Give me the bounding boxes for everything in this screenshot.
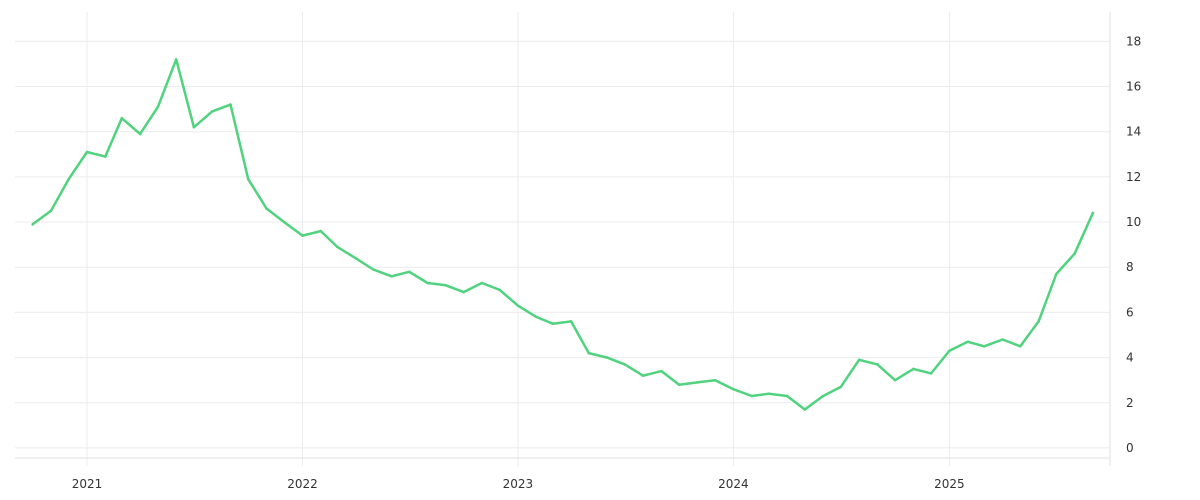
data-point — [982, 344, 986, 348]
x-tick-label: 2022 — [287, 477, 318, 491]
data-point — [803, 408, 807, 411]
data-point — [1054, 272, 1058, 276]
data-point — [569, 320, 573, 323]
data-point — [876, 363, 879, 366]
data-point — [966, 340, 970, 344]
data-point — [696, 381, 699, 384]
y-tick-label: 18 — [1126, 34, 1141, 48]
data-point — [265, 207, 268, 210]
data-point — [120, 116, 124, 120]
data-point — [1001, 338, 1004, 341]
data-point — [282, 220, 286, 224]
data-point — [319, 229, 323, 233]
data-point — [587, 351, 591, 355]
data-point — [31, 223, 35, 226]
data-point — [104, 155, 107, 158]
series-line — [31, 58, 1095, 411]
data-point — [660, 369, 663, 373]
y-tick-label: 2 — [1126, 396, 1134, 410]
data-point — [336, 245, 339, 249]
y-tick-label: 4 — [1126, 351, 1134, 365]
x-tick-label: 2024 — [718, 477, 749, 491]
data-point — [498, 288, 501, 292]
data-point — [229, 103, 232, 106]
x-tick-label: 2021 — [72, 477, 103, 491]
data-point — [750, 394, 753, 398]
data-point — [1037, 320, 1040, 323]
data-point — [67, 177, 71, 181]
y-tick-label: 14 — [1126, 125, 1141, 139]
data-point — [372, 268, 375, 271]
y-tick-label: 0 — [1126, 441, 1134, 455]
y-tick-label: 10 — [1126, 215, 1141, 229]
x-tick-label: 2025 — [934, 477, 965, 491]
data-point — [1018, 344, 1022, 348]
data-point — [156, 105, 160, 109]
data-point — [677, 383, 681, 386]
data-point — [516, 304, 520, 307]
data-point — [1091, 211, 1095, 215]
data-point — [138, 132, 142, 136]
data-point — [462, 290, 465, 294]
data-point — [534, 315, 538, 319]
data-point — [192, 125, 196, 129]
data-point — [354, 256, 357, 260]
data-point — [623, 363, 627, 366]
x-tick-label: 2023 — [503, 477, 534, 491]
data-point — [948, 349, 951, 353]
data-point — [210, 110, 214, 113]
data-point — [1073, 252, 1076, 255]
y-tick-label: 12 — [1126, 170, 1141, 184]
data-point — [767, 392, 771, 396]
data-point — [426, 281, 429, 285]
data-point — [893, 378, 897, 382]
data-point — [390, 274, 393, 278]
data-point — [551, 322, 555, 326]
y-tick-label: 6 — [1126, 305, 1134, 319]
data-point — [713, 378, 717, 382]
data-point — [480, 281, 484, 285]
data-point — [912, 367, 915, 371]
data-point — [785, 394, 789, 398]
data-point — [246, 177, 250, 181]
data-point — [605, 356, 609, 359]
data-point — [857, 358, 861, 362]
data-point — [408, 270, 411, 274]
data-point — [49, 209, 53, 213]
data-point — [929, 372, 933, 375]
data-point — [641, 374, 645, 377]
data-point — [732, 387, 735, 391]
data-point — [85, 150, 89, 154]
data-point — [821, 394, 825, 398]
y-tick-label: 8 — [1126, 260, 1134, 274]
data-point — [839, 385, 843, 389]
y-tick-label: 16 — [1126, 80, 1141, 94]
data-point — [301, 234, 304, 237]
data-point — [444, 284, 448, 287]
data-point — [174, 58, 178, 61]
